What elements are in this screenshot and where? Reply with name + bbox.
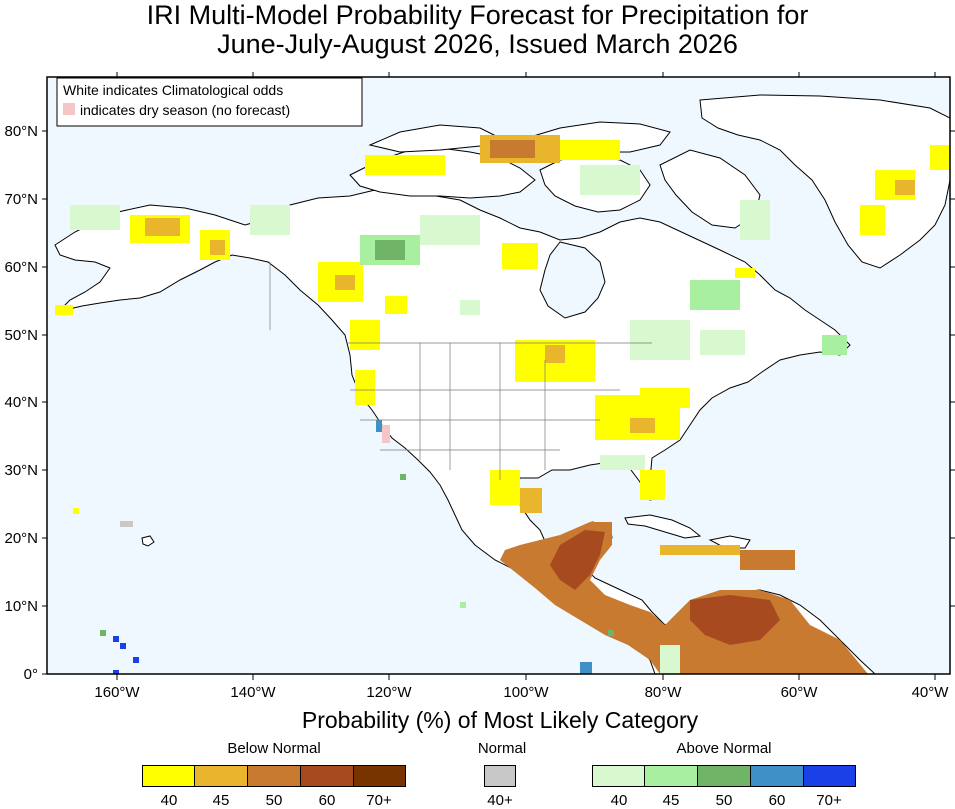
longitude-axis: 160°W 140°W 120°W 100°W 80°W 60°W 40°W [94,72,949,700]
lat-label-20n: 20°N [4,530,38,547]
lat-label-60n: 60°N [4,259,38,276]
below-tick-40: 40 [160,792,178,809]
lon-label-100w: 100°W [503,684,549,700]
dry-season-swatch [63,103,75,115]
above-swatch-50 [697,765,751,787]
lon-label-60w: 60°W [781,684,819,700]
above-normal-label: Above Normal [676,740,772,757]
above-swatch-40 [592,765,645,787]
lat-label-30n: 30°N [4,462,38,479]
above-tick-45: 45 [662,792,680,809]
lat-label-40n: 40°N [4,394,38,411]
above-swatch-45 [644,765,698,787]
below-swatch-70 [353,765,406,787]
forecast-map: 80°N 70°N 60°N 50°N 40°N 30°N 20°N 10°N … [4,72,955,700]
legend-climatological-text: White indicates Climatological odds [63,82,283,98]
hawaii [141,535,155,547]
below-swatch-45 [194,765,248,787]
above-tick-60: 60 [768,792,786,809]
hudson-bay [539,241,606,319]
below-tick-60: 60 [318,792,336,809]
below-swatch-60 [300,765,354,787]
below-swatch-40 [142,765,195,787]
below-swatch-50 [247,765,301,787]
above-tick-50: 50 [715,792,733,809]
above-swatch-60 [750,765,804,787]
lon-label-120w: 120°W [366,684,412,700]
map-frame [46,76,951,675]
lat-label-10n: 10°N [4,598,38,615]
below-tick-70: 70+ [366,792,392,809]
above-swatch-70 [803,765,856,787]
map-legend-box: White indicates Climatological odds indi… [56,77,363,127]
legend-dry-season-text: indicates dry season (no forecast) [80,102,290,118]
normal-tick-40plus: 40+ [487,792,513,809]
lat-label-80n: 80°N [4,123,38,140]
above-tick-40: 40 [610,792,628,809]
chart-title-line2: June-July-August 2026, Issued March 2026 [217,29,738,59]
lat-label-0: 0° [24,666,38,683]
above-tick-70: 70+ [816,792,842,809]
latitude-axis: 80°N 70°N 60°N 50°N 40°N 30°N 20°N 10°N … [4,123,955,683]
normal-label: Normal [477,740,527,757]
cuba [624,514,702,539]
political-borders [269,262,652,480]
lon-label-140w: 140°W [230,684,276,700]
lon-label-40w: 40°W [912,684,950,700]
colorbar-title: Probability (%) of Most Likely Category [301,707,699,733]
normal-swatch [484,765,516,787]
forecast-patches [55,135,950,674]
lon-label-80w: 80°W [645,684,683,700]
lat-label-50n: 50°N [4,327,38,344]
below-normal-label: Below Normal [227,740,321,757]
chart-title-line1: IRI Multi-Model Probability Forecast for… [146,0,809,30]
below-tick-45: 45 [212,792,230,809]
lat-label-70n: 70°N [4,191,38,208]
below-tick-50: 50 [265,792,283,809]
greenland [699,94,950,269]
lon-label-160w: 160°W [94,684,140,700]
